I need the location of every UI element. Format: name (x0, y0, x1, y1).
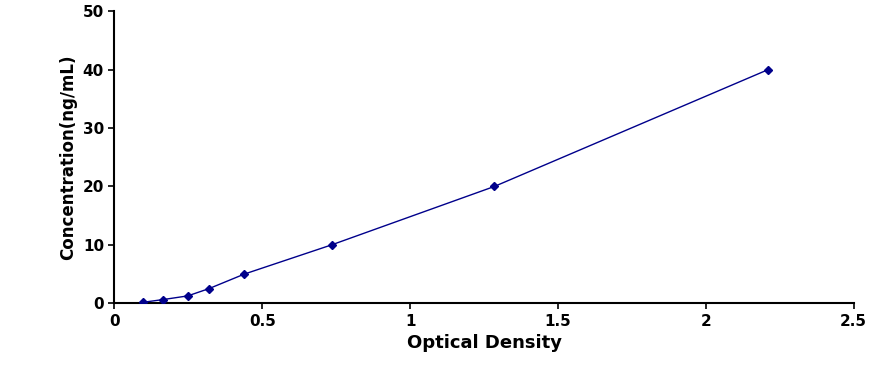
X-axis label: Optical Density: Optical Density (407, 334, 561, 352)
Y-axis label: Concentration(ng/mL): Concentration(ng/mL) (59, 55, 77, 260)
